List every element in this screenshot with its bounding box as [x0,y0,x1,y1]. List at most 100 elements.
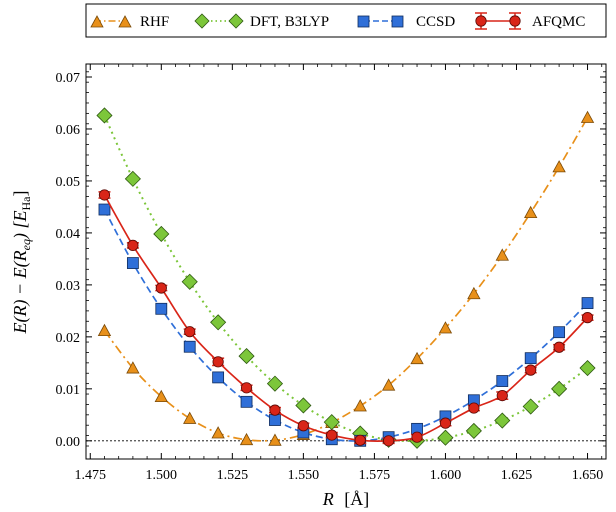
point-rhf [467,286,481,300]
y-axis-label-sub-eq: eq [19,239,33,250]
point-rhf [239,432,254,446]
y-axis-label-mid: ) [E [10,211,31,241]
point-afqmc [581,312,594,324]
point-dft [124,170,141,187]
point-ccsd [212,371,225,384]
point-dft [437,429,454,446]
y-axis-label-end: ] [10,191,30,197]
y-tick-label: 0.01 [56,383,81,398]
x-tick-label: 1.500 [146,468,178,483]
y-axis-label: E(R) − E(Req) [EHa] [10,191,33,335]
point-afqmc [439,417,452,429]
point-dft [238,348,255,365]
legend-marker-dft [228,13,244,29]
point-ccsd [155,302,168,315]
legend: RHF DFT, B3LYP CCSD AFQMC [85,3,607,38]
y-axis: 0.00 0.01 0.02 0.03 0.04 0.05 0.06 0.07 [56,71,606,450]
point-rhf [183,411,197,424]
legend-marker-rhf [118,15,132,28]
y-tick-label: 0.03 [56,279,81,294]
point-afqmc [184,326,196,338]
point-rhf [580,110,595,123]
point-rhf [126,361,140,374]
point-dft [295,397,312,414]
point-dft [551,380,568,397]
x-axis-label-unit: [Å] [344,489,369,509]
legend-marker-rhf [90,15,104,28]
point-afqmc [553,341,565,353]
point-dft [522,398,539,415]
legend-label-afqmc: AFQMC [532,14,585,30]
point-rhf [410,351,424,365]
point-ccsd [524,352,537,365]
point-afqmc [127,239,139,251]
point-ccsd [553,326,566,339]
point-rhf [353,399,367,412]
point-afqmc [496,389,508,402]
point-dft [153,225,170,243]
point-dft [579,359,596,377]
x-tick-label: 1.575 [359,468,391,483]
series-line-rhf [103,117,589,442]
point-dft [210,314,227,331]
y-tick-label: 0.00 [56,435,81,450]
point-ccsd [126,257,139,269]
legend-entry-ccsd: CCSD [357,14,455,30]
point-dft [266,375,284,392]
x-axis-label: R [Å] [322,489,370,509]
point-ccsd [269,414,281,426]
point-afqmc [98,189,111,201]
point-rhf [381,378,396,391]
x-tick-label: 1.525 [217,468,249,483]
legend-label-ccsd: CCSD [416,14,455,30]
series-rhf [97,110,595,446]
point-rhf [495,248,509,261]
legend-marker-dft [194,13,210,29]
point-dft [465,422,482,439]
point-rhf [524,205,538,219]
point-ccsd [183,340,196,353]
x-tick-label: 1.475 [75,468,107,483]
y-tick-label: 0.05 [56,175,81,190]
y-tick-label: 0.07 [56,71,81,86]
point-afqmc [468,402,480,414]
y-tick-label: 0.02 [56,331,81,346]
point-afqmc [326,429,338,441]
point-afqmc [354,434,366,446]
point-afqmc [525,364,537,376]
point-afqmc [411,431,423,443]
point-rhf [268,433,282,446]
legend-label-dft: DFT, B3LYP [250,14,329,30]
x-tick-label: 1.625 [501,468,533,483]
point-ccsd [98,203,111,216]
point-ccsd [496,375,509,387]
y-tick-label: 0.06 [56,123,81,138]
point-afqmc [297,420,309,432]
point-afqmc [155,282,167,294]
series-afqmc [98,189,594,447]
x-tick-label: 1.550 [288,468,320,483]
point-dft [96,107,113,124]
legend-entry-rhf: RHF [90,14,169,30]
legend-entry-afqmc: AFQMC [475,12,585,30]
y-tick-label: 0.04 [56,227,81,242]
point-rhf [154,389,168,403]
series-layer [96,107,596,449]
legend-entry-dft: DFT, B3LYP [194,13,329,30]
legend-marker-afqmc [509,15,521,27]
series-line-afqmc [103,194,589,442]
legend-marker-ccsd [357,15,370,28]
legend-marker-afqmc [475,15,487,27]
y-axis-label-main: E(R) − E(R [10,250,31,334]
y-axis-label-sub-ha: Ha [19,196,33,211]
point-ccsd [581,297,594,309]
point-rhf [97,323,112,337]
series-line-ccsd [103,209,589,442]
x-tick-label: 1.600 [430,468,462,483]
point-dft [181,273,198,290]
legend-marker-ccsd [391,15,404,28]
point-ccsd [240,395,253,408]
series-line-dft [103,115,589,442]
series-ccsd [98,203,594,447]
